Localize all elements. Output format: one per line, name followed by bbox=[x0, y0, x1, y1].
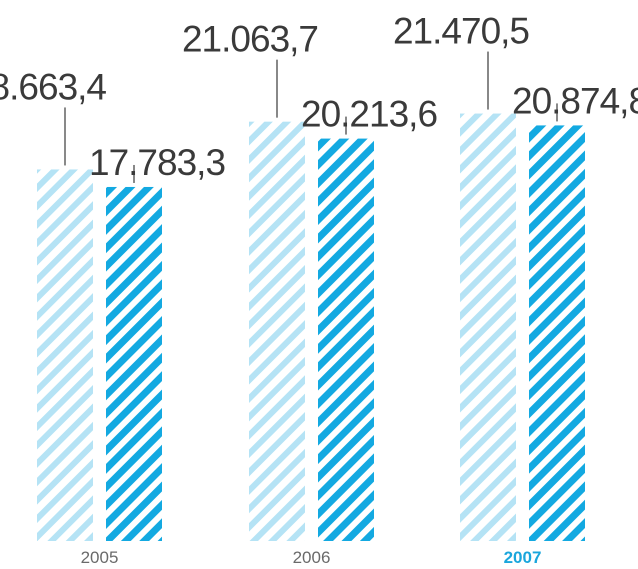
bar-series-2-2007 bbox=[529, 125, 585, 541]
x-axis-ticks-group: 2005 2006 2007 bbox=[81, 548, 542, 567]
bar-series-1-2006 bbox=[249, 121, 305, 541]
x-tick-label-2007: 2007 bbox=[504, 548, 542, 567]
x-tick-label-2005: 2005 bbox=[81, 548, 119, 567]
data-label-series-2-2007: 20.874,8 bbox=[512, 80, 638, 121]
x-tick-label-2006: 2006 bbox=[293, 548, 331, 567]
bars-group bbox=[37, 113, 585, 542]
bar-series-2-2005 bbox=[106, 186, 162, 541]
bar-series-2-2006 bbox=[318, 138, 374, 541]
data-label-series-1-2005: 18.663,4 bbox=[0, 66, 106, 107]
bar-series-1-2005 bbox=[37, 169, 93, 541]
data-label-series-1-2007: 21.470,5 bbox=[393, 11, 529, 52]
data-label-series-2-2006: 20.213,6 bbox=[301, 94, 437, 135]
data-label-series-2-2005: 17.783,3 bbox=[89, 142, 225, 183]
bar-series-1-2007 bbox=[460, 113, 516, 542]
data-label-series-1-2006: 21.063,7 bbox=[182, 19, 318, 60]
value-labels-group: 18.663,4 17.783,3 21.063,7 20.213,6 21.470,5… bbox=[0, 11, 638, 183]
